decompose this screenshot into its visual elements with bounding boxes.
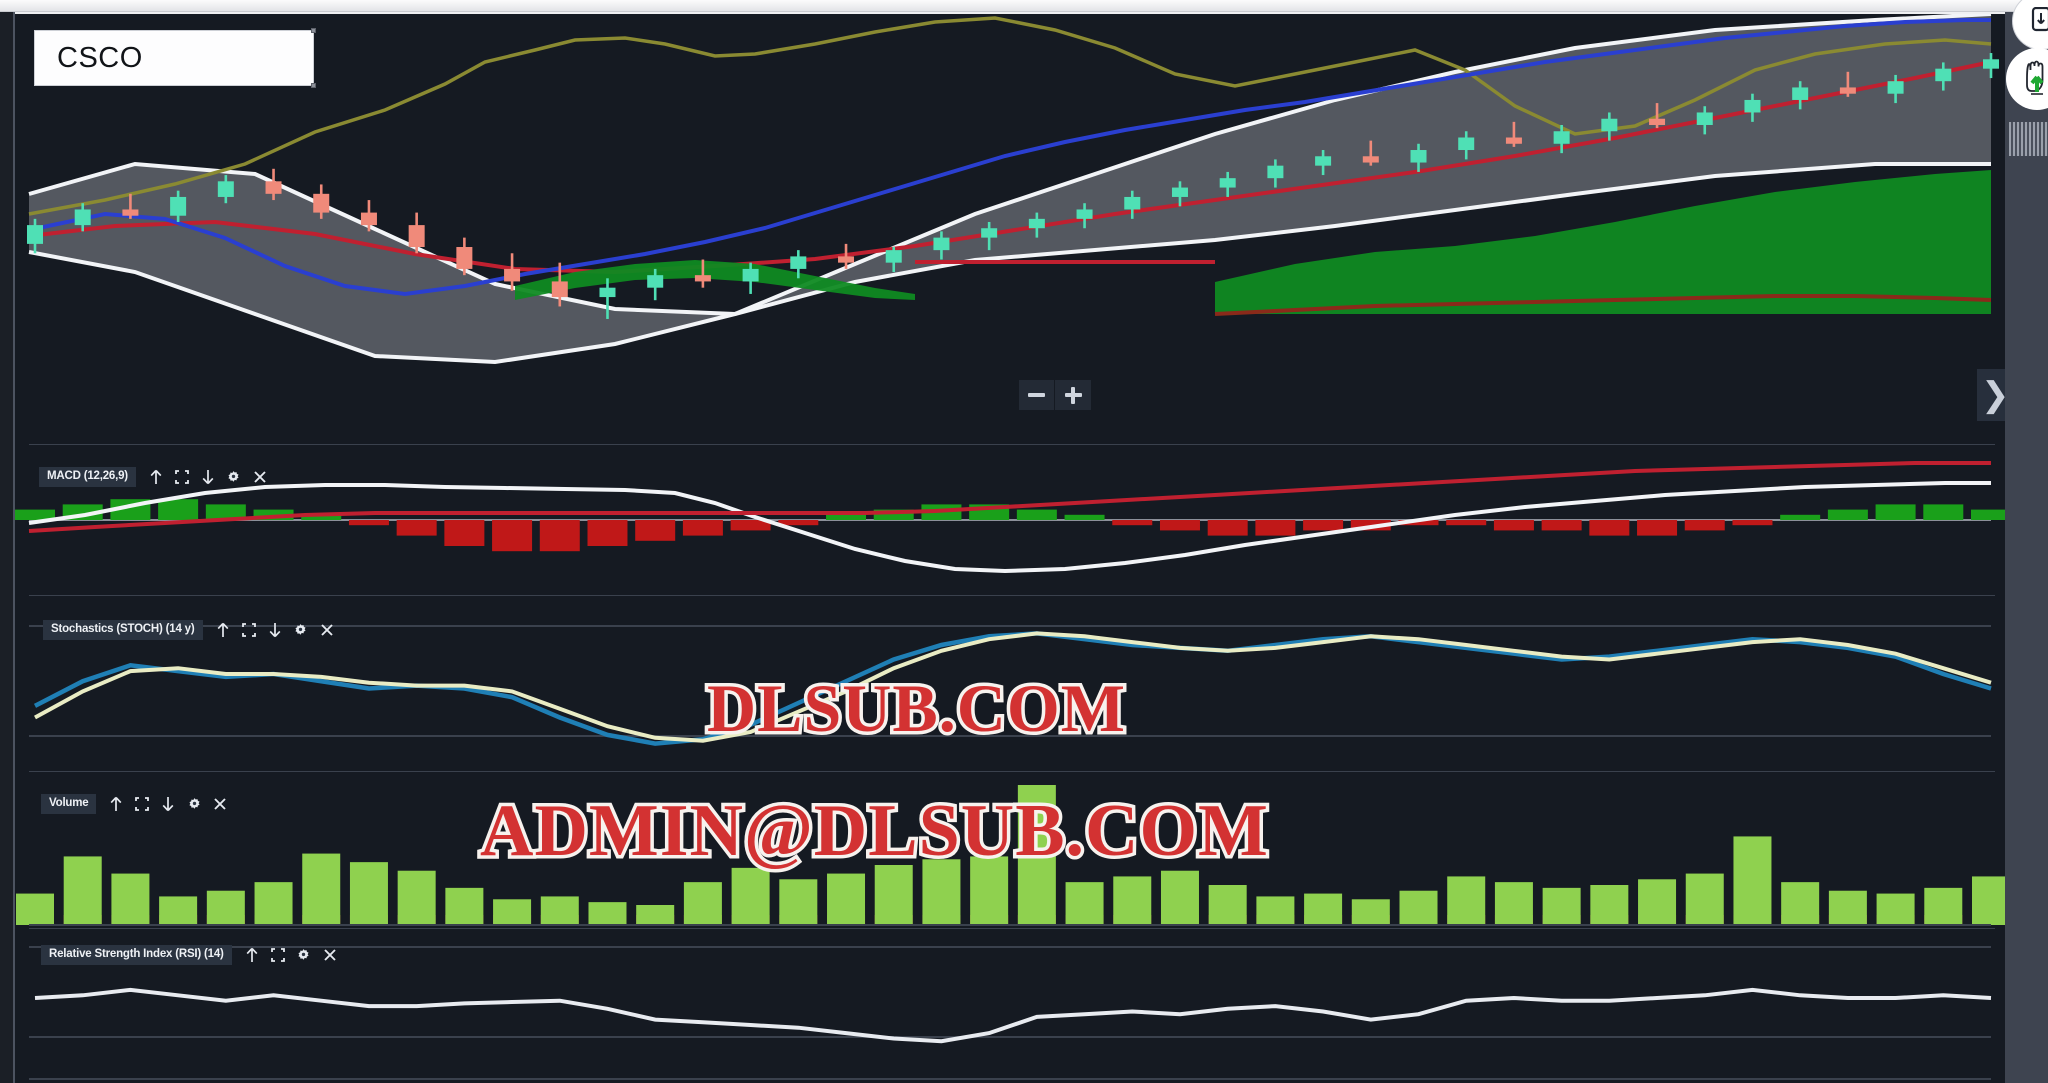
- rsi-header[interactable]: Relative Strength Index (RSI) (14): [41, 945, 345, 965]
- expand-icon[interactable]: [171, 467, 193, 487]
- stochastics-panel[interactable]: Stochastics (STOCH) (14 y): [15, 596, 2005, 771]
- ichimoku-lower-line: [1214, 294, 1992, 316]
- rsi-icon-row[interactable]: [241, 945, 345, 965]
- drag-hand-icon: [2026, 60, 2044, 95]
- expand-icon[interactable]: [131, 794, 153, 814]
- right-toolbar-rail[interactable]: [2005, 12, 2048, 1083]
- close-icon[interactable]: [249, 467, 271, 487]
- red-ma-line: [28, 60, 1992, 275]
- expand-icon[interactable]: [267, 945, 289, 965]
- gear-icon[interactable]: [183, 794, 205, 814]
- volume-bar-series: [16, 785, 2005, 925]
- stochastics-plot: [15, 596, 2005, 771]
- stoch-d-line: [34, 631, 1992, 743]
- symbol-input[interactable]: CSCO: [34, 28, 316, 88]
- window-top-strip: [0, 0, 2048, 12]
- arrow-up-icon[interactable]: [105, 794, 127, 814]
- close-icon[interactable]: [319, 945, 341, 965]
- zoom-controls[interactable]: [1019, 380, 1091, 410]
- ichimoku-cloud-left: [515, 260, 915, 300]
- watermark-text-2: ADMIN@DLSUB.COM: [477, 787, 1272, 876]
- watermark-text-1: DLSUB.COM: [704, 667, 1129, 750]
- macd-plot: [15, 445, 2005, 595]
- rsi-line: [34, 987, 1992, 1044]
- drag-hand-button[interactable]: [2006, 48, 2048, 110]
- panel-divider-4: [29, 928, 1995, 929]
- resize-handle-tr[interactable]: [311, 28, 316, 33]
- rsi-label[interactable]: Relative Strength Index (RSI) (14): [41, 945, 232, 965]
- gear-icon[interactable]: [223, 467, 245, 487]
- arrow-up-icon[interactable]: [241, 945, 263, 965]
- blue-ma-line: [28, 18, 1991, 297]
- copy-icon: [2031, 7, 2048, 32]
- macd-signal-line: [28, 481, 1991, 574]
- panel-divider-2: [29, 595, 1995, 596]
- ichimoku-cloud-right: [1215, 170, 1991, 314]
- volume-label[interactable]: Volume: [41, 794, 97, 814]
- olive-ma-line: [28, 16, 1992, 216]
- watermark-line-1: DLSUB.COM: [704, 667, 1129, 750]
- ichimoku-cloud-mask: [1215, 314, 1991, 444]
- macd-icon-row[interactable]: [145, 467, 275, 487]
- volume-icon-row[interactable]: [105, 794, 235, 814]
- macd-line: [28, 461, 1991, 533]
- resize-handle-br[interactable]: [311, 83, 316, 88]
- expand-icon[interactable]: [238, 620, 260, 640]
- watermark-line-2: ADMIN@DLSUB.COM: [477, 787, 1272, 876]
- panel-divider-3: [29, 771, 1995, 772]
- price-plot: [15, 14, 2005, 444]
- bollinger-upper-line: [28, 14, 1992, 317]
- close-icon[interactable]: [209, 794, 231, 814]
- rsi-plot: [15, 929, 2005, 1083]
- candlestick-series: [27, 53, 1999, 319]
- resize-grip-icon[interactable]: [2009, 122, 2048, 156]
- macd-panel[interactable]: MACD (12,26,9): [15, 445, 2005, 595]
- macd-label[interactable]: MACD (12,26,9): [39, 467, 136, 487]
- arrow-down-icon[interactable]: [197, 467, 219, 487]
- stochastics-icon-row[interactable]: [212, 620, 342, 640]
- arrow-up-icon[interactable]: [145, 467, 167, 487]
- chart-canvas[interactable]: ❯ MACD (12,26,9): [15, 14, 2005, 1083]
- zoom-in-button[interactable]: [1055, 380, 1091, 410]
- arrow-up-icon[interactable]: [212, 620, 234, 640]
- close-icon[interactable]: [316, 620, 338, 640]
- zoom-out-button[interactable]: [1019, 380, 1055, 410]
- panel-divider-1: [29, 444, 1995, 445]
- gear-icon[interactable]: [293, 945, 315, 965]
- symbol-value: CSCO: [57, 41, 143, 74]
- arrow-down-icon[interactable]: [264, 620, 286, 640]
- left-gutter: [0, 12, 14, 1083]
- gear-icon[interactable]: [290, 620, 312, 640]
- volume-panel[interactable]: Volume: [15, 772, 2005, 928]
- macd-header[interactable]: MACD (12,26,9): [39, 467, 275, 487]
- price-panel[interactable]: ❯: [15, 14, 2005, 444]
- chevron-right-icon: ❯: [1981, 378, 2005, 412]
- stochastics-label[interactable]: Stochastics (STOCH) (14 y): [43, 620, 203, 640]
- macd-histogram: [15, 499, 2005, 552]
- volume-plot: [15, 772, 2005, 928]
- volume-header[interactable]: Volume: [41, 794, 235, 814]
- rsi-panel[interactable]: Relative Strength Index (RSI) (14): [15, 929, 2005, 1083]
- scroll-right-button[interactable]: ❯: [1977, 369, 2005, 421]
- arrow-down-icon[interactable]: [157, 794, 179, 814]
- stochastics-header[interactable]: Stochastics (STOCH) (14 y): [43, 620, 342, 640]
- left-gutter-divider: [13, 12, 15, 1083]
- bollinger-band-fill: [29, 14, 1991, 362]
